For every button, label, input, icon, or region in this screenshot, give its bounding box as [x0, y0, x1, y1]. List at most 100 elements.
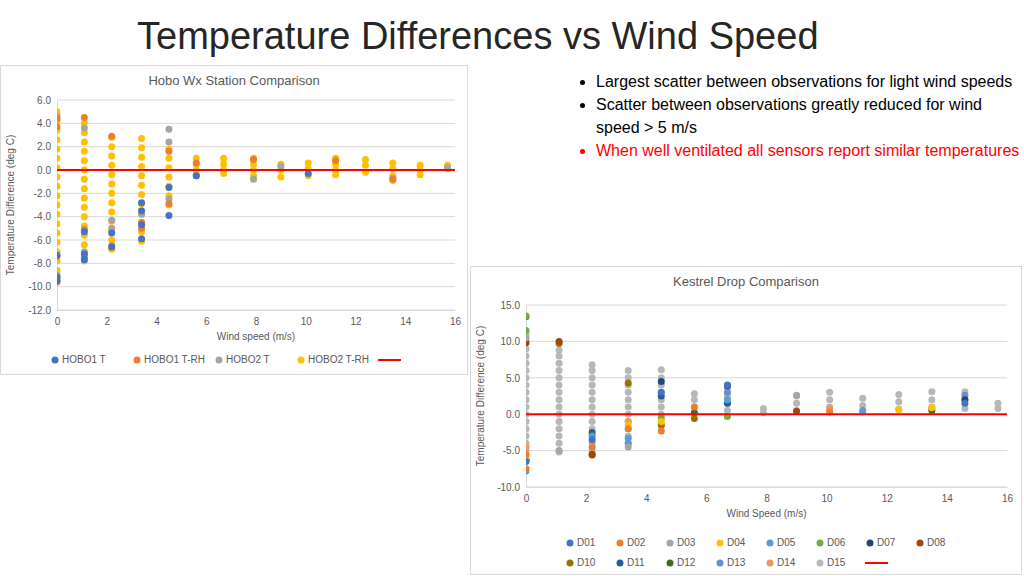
- legend-item: HOBO1 T: [52, 354, 106, 365]
- x-axis: 0246810121416: [55, 310, 462, 327]
- data-point: [526, 443, 530, 450]
- data-point: [658, 418, 665, 425]
- bullet-text: Scatter between observations greatly red…: [596, 96, 982, 136]
- data-point: [138, 144, 145, 151]
- grid: [57, 100, 455, 310]
- data-point: [526, 389, 530, 396]
- tick: 12: [350, 310, 362, 327]
- data-point: [556, 360, 563, 367]
- legend-marker: [917, 540, 924, 547]
- data-point: [108, 190, 115, 197]
- y-axis-title: Temperature Difference (deg C): [5, 135, 16, 275]
- legend-marker: [867, 540, 874, 547]
- tick-label: 15.0: [501, 300, 521, 311]
- data-point: [165, 126, 172, 133]
- data-point: [108, 209, 115, 216]
- slide-title: Temperature Differences vs Wind Speed: [137, 14, 819, 58]
- tick-label: -2.0: [34, 188, 52, 199]
- tick-label: 16: [1002, 493, 1014, 504]
- data-point: [138, 182, 145, 189]
- data-point: [793, 393, 800, 400]
- data-point: [138, 199, 145, 206]
- legend-label: D08: [927, 537, 946, 548]
- bullet: Largest scatter between observations for…: [596, 70, 1024, 93]
- series: [526, 312, 731, 421]
- tick-label: -5.0: [503, 445, 521, 456]
- data-point: [658, 389, 665, 396]
- legend-item: D07: [867, 537, 896, 548]
- data-point: [81, 176, 88, 183]
- data-point: [526, 374, 530, 381]
- tick: -5.0: [503, 445, 526, 456]
- data-point: [589, 418, 596, 425]
- data-point: [895, 398, 902, 405]
- data-point: [556, 425, 563, 432]
- data-point: [81, 256, 88, 263]
- data-point: [250, 176, 257, 183]
- data-point: [556, 433, 563, 440]
- tick-label: -6.0: [34, 235, 52, 246]
- grid-line: [526, 377, 1007, 378]
- data-point: [389, 176, 396, 183]
- tick-label: 6: [204, 316, 210, 327]
- legend-label: D04: [727, 537, 746, 548]
- data-point: [556, 374, 563, 381]
- data-point: [57, 155, 61, 162]
- series: [57, 114, 396, 286]
- data-point: [526, 403, 530, 410]
- data-point: [138, 163, 145, 170]
- tick-label: 0: [55, 316, 61, 327]
- tick-label: 10: [301, 316, 313, 327]
- series: [526, 334, 800, 454]
- grid-line: [57, 100, 455, 101]
- data-point: [625, 435, 632, 442]
- data-point: [895, 391, 902, 398]
- data-point: [994, 405, 1001, 412]
- tick: 5.0: [506, 373, 526, 384]
- bullet: When well ventilated all sensors report …: [596, 139, 1024, 162]
- tick: 0.0: [506, 409, 526, 420]
- data-point: [625, 403, 632, 410]
- legend-item: D13: [717, 557, 746, 568]
- series: [526, 313, 698, 428]
- data-point: [57, 220, 61, 227]
- data-point: [589, 403, 596, 410]
- data-point: [57, 252, 61, 259]
- tick-label: 12: [350, 316, 362, 327]
- legend: D01D02D03D04D05D06D07D08D10D11D12D13D14D…: [567, 537, 946, 568]
- grid-line: [57, 263, 455, 264]
- data-point: [589, 436, 596, 443]
- tick: 12: [882, 487, 894, 504]
- legend-item: D11: [617, 557, 646, 568]
- data-point: [589, 389, 596, 396]
- grid-line: [57, 146, 455, 147]
- chart: Kestrel Drop Comparison15.010.05.00.0-5.…: [471, 267, 1022, 575]
- tick-label: 10: [822, 493, 834, 504]
- legend-marker: [865, 562, 888, 564]
- data-point: [138, 207, 145, 214]
- data-point: [526, 458, 530, 465]
- legend-item: D10: [567, 557, 596, 568]
- series: [526, 338, 800, 459]
- tick-label: 8: [254, 316, 260, 327]
- tick-label: 16: [450, 316, 462, 327]
- tick-label: 0: [524, 493, 530, 504]
- legend-marker: [667, 560, 674, 567]
- legend: HOBO1 THOBO1 T-RHHOBO2 THOBO2 T-RH: [52, 354, 402, 365]
- legend-label: D12: [677, 557, 696, 568]
- data-point: [165, 184, 172, 191]
- legend-item: D02: [617, 537, 646, 548]
- legend-marker: [817, 560, 824, 567]
- tick-label: 14: [942, 493, 954, 504]
- data-point: [389, 165, 396, 172]
- bullet-text: Largest scatter between observations for…: [596, 73, 1012, 90]
- tick: 14: [942, 487, 954, 504]
- data-point: [81, 241, 88, 248]
- data-point: [625, 396, 632, 403]
- data-point: [625, 425, 632, 432]
- reference-line: [526, 413, 1007, 415]
- data-point: [81, 114, 88, 121]
- legend-marker: [767, 560, 774, 567]
- data-point: [928, 403, 935, 410]
- plot-area: [57, 108, 455, 285]
